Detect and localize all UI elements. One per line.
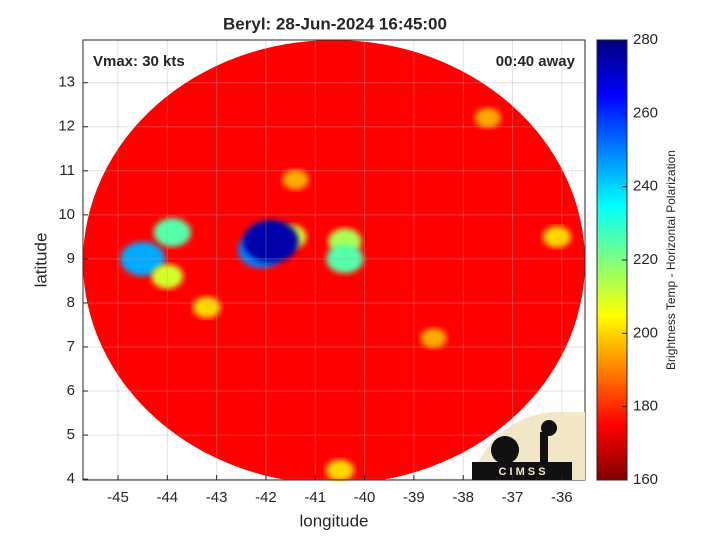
grid [83,40,585,480]
colorbar-tick-label: 200 [633,324,658,341]
cell [420,328,447,349]
x-tick-label: -45 [107,489,129,506]
cell [153,218,191,247]
plot-frame [82,39,586,481]
cell [151,264,184,289]
annotation: 00:40 away [496,53,576,70]
y-tick-label: 11 [59,162,75,179]
y-tick-label: 8 [67,294,75,311]
colorbar-tick-label: 260 [633,104,658,121]
swath [83,40,585,482]
x-tick-label: -36 [551,489,573,506]
x-tick-label: -43 [206,489,228,506]
cell [325,459,354,482]
x-tick-label: -37 [502,489,524,506]
cell [192,296,221,319]
x-axis-label: longitude [299,511,368,530]
y-tick-label: 7 [67,338,75,355]
colorbar-tick-label: 280 [633,31,658,48]
y-tick-label: 5 [67,426,75,443]
x-tick-label: -40 [354,489,376,506]
logo-text: C I M S S [498,466,545,478]
y-tick-label: 12 [58,118,75,135]
cell [282,169,309,190]
x-tick-label: -41 [304,489,326,506]
colorbar-tick-label: 220 [633,251,658,268]
x-tick-label: -44 [156,489,178,506]
cell [474,107,501,128]
y-axis-label: latitude [31,233,50,288]
cell [542,226,571,248]
y-tick-label: 9 [67,250,75,267]
y-tick-label: 6 [67,382,75,399]
colorbar-tick-label: 180 [633,398,658,415]
x-tick-label: -38 [452,489,474,506]
chart-title: Beryl: 28-Jun-2024 16:45:00 [223,14,447,33]
colorbar-tick-label: 240 [633,178,658,195]
y-tick-label: 4 [67,470,75,487]
x-tick-label: -42 [255,489,277,506]
x-tick-label: -39 [403,489,425,506]
cell [243,219,299,263]
logo: C I M S S [472,411,585,480]
y-tick-label: 10 [58,206,75,223]
colorbar-tick-label: 160 [633,471,658,488]
annotation: Vmax: 30 kts [93,53,185,70]
cell [326,244,364,274]
y-tick-label: 13 [58,74,75,91]
cell [120,241,165,277]
colorbar-label: Brightness Temp - Horizontal Polarizatio… [664,150,678,370]
